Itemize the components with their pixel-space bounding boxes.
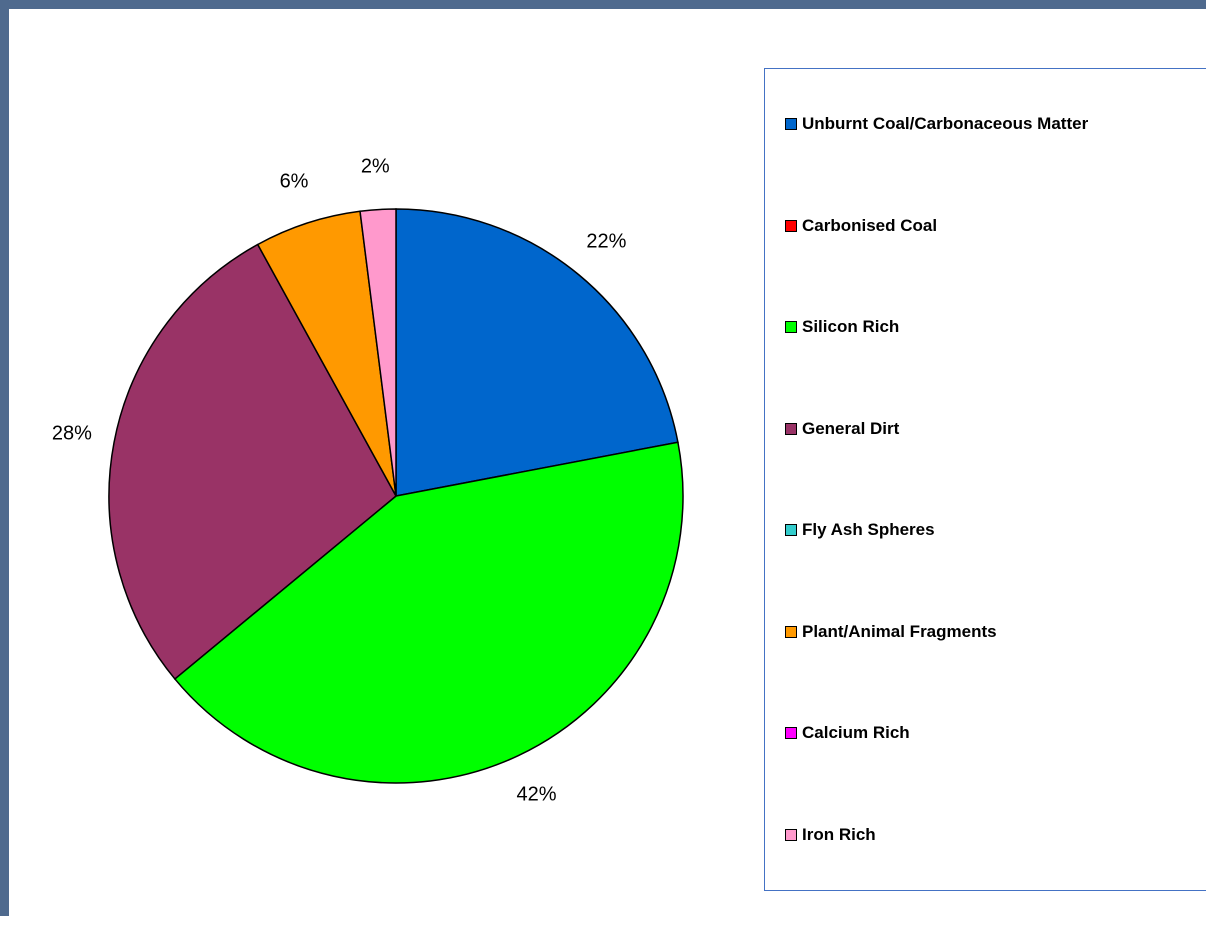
data-label-1: 22% xyxy=(586,230,627,253)
pie-slice-3 xyxy=(173,441,684,784)
legend: Unburnt Coal/Carbonaceous Matter Carbonis… xyxy=(764,68,1206,891)
data-label-8: 2% xyxy=(360,155,390,178)
legend-swatch xyxy=(785,118,797,130)
legend-label: General Dirt xyxy=(802,418,900,438)
legend-label: Plant/Animal Fragments xyxy=(802,621,997,641)
legend-item: Carbonised Coal xyxy=(785,216,937,236)
legend-label: Unburnt Coal/Carbonaceous Matter xyxy=(802,114,1089,133)
legend-swatch xyxy=(785,524,797,536)
pie-slice-8 xyxy=(359,208,397,497)
legend-label: Fly Ash Spheres xyxy=(802,520,935,539)
legend-swatch xyxy=(785,422,797,435)
pie-chart xyxy=(108,208,684,784)
legend-label: Iron Rich xyxy=(802,824,876,844)
legend-item: Unburnt Coal/Carbonaceous Matter xyxy=(785,114,1088,134)
legend-label: Calcium Rich xyxy=(802,723,910,742)
legend-swatch xyxy=(785,727,797,739)
legend-swatch xyxy=(785,625,797,638)
legend-item: Calcium Rich xyxy=(785,723,910,743)
data-label-3: 42% xyxy=(516,783,557,806)
legend-item: Iron Rich xyxy=(785,825,876,845)
legend-label: Silicon Rich xyxy=(802,317,900,336)
data-label-4: 28% xyxy=(51,422,92,445)
legend-item: Plant/Animal Fragments xyxy=(785,622,997,642)
legend-swatch xyxy=(785,219,797,232)
pie-slice-1 xyxy=(395,208,679,497)
legend-label: Carbonised Coal xyxy=(802,215,938,235)
pie-slice-4 xyxy=(108,243,397,680)
legend-item: General Dirt xyxy=(785,419,899,439)
legend-item: Silicon Rich xyxy=(785,317,899,337)
legend-swatch xyxy=(785,828,797,841)
legend-item: Fly Ash Spheres xyxy=(785,520,935,540)
legend-swatch xyxy=(785,321,797,333)
data-label-6: 6% xyxy=(279,170,309,193)
